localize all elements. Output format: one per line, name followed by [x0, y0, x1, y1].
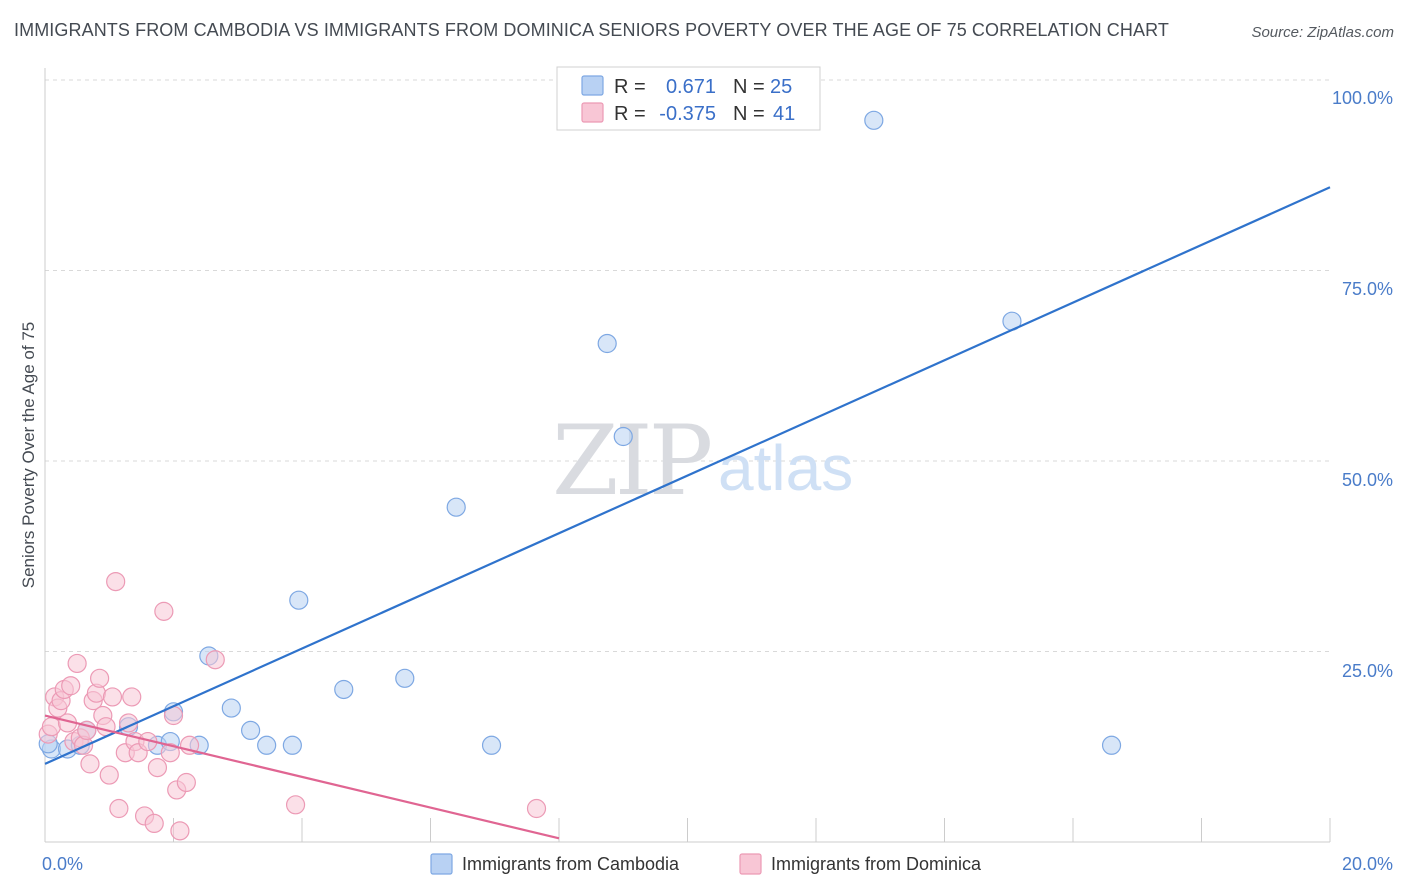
watermark: ZIP atlas: [552, 405, 853, 517]
dominica-point: [67, 653, 87, 674]
trend-line-cambodia: [44, 186, 1331, 765]
y-axis-label: Seniors Poverty Over the Age of 75: [19, 322, 38, 588]
trend-lines: [44, 186, 1331, 840]
stats-r-label-cambodia: R =: [614, 76, 646, 98]
stats-n-value-dominica: 41: [773, 103, 795, 125]
dominica-point: [80, 754, 100, 774]
dominica-point: [285, 795, 306, 815]
y-tick-label: 100.0%: [1332, 88, 1393, 108]
stats-swatch-cambodia: [581, 75, 604, 96]
cambodia-point: [334, 679, 354, 700]
stats-r-label-dominica: R =: [614, 103, 646, 125]
y-tick-label: 25.0%: [1342, 661, 1393, 681]
cambodia-point: [446, 497, 466, 517]
cambodia-point: [864, 110, 884, 130]
series-dominica-points: [38, 571, 547, 841]
cambodia-point: [597, 333, 617, 354]
stats-n-value-cambodia: 25: [770, 76, 792, 98]
cambodia-point: [289, 590, 309, 610]
cambodia-point: [241, 720, 261, 741]
trend-line-dominica: [44, 714, 560, 840]
dominica-point: [122, 687, 142, 707]
cambodia-point: [481, 735, 502, 755]
dominica-point: [61, 676, 81, 696]
cambodia-point: [613, 426, 633, 447]
y-tick-label: 50.0%: [1342, 470, 1393, 490]
stats-r-value-dominica: -0.375: [659, 103, 716, 125]
grid-lines: [45, 79, 1330, 652]
cambodia-point: [221, 698, 241, 718]
bottom-legend: Immigrants from Cambodia Immigrants from…: [430, 853, 982, 875]
dominica-point: [102, 687, 123, 707]
cambodia-point: [1101, 735, 1122, 755]
dominica-point: [170, 821, 190, 841]
dominica-point: [154, 601, 174, 621]
dominica-point: [526, 798, 547, 819]
legend-swatch-cambodia: [430, 853, 453, 875]
dominica-point: [160, 743, 180, 763]
dominica-point: [109, 798, 129, 819]
dominica-point: [147, 757, 168, 778]
x-tick-labels: 0.0% 20.0%: [42, 854, 1393, 874]
watermark-zip: ZIP: [552, 405, 711, 517]
y-tick-labels: 25.0% 50.0% 75.0% 100.0%: [1332, 88, 1393, 681]
dominica-point: [90, 668, 110, 688]
legend-label-dominica: Immigrants from Dominica: [771, 854, 982, 874]
dominica-point: [205, 650, 225, 670]
dominica-point: [41, 717, 62, 737]
stats-r-value-cambodia: 0.671: [666, 76, 716, 98]
x-tick-label: 20.0%: [1342, 854, 1393, 874]
dominica-point: [99, 765, 119, 785]
x-tick-label: 0.0%: [42, 854, 83, 874]
stats-swatch-dominica: [581, 102, 604, 123]
stats-legend-box: R = 0.671 N = 25 R = -0.375 N = 41: [556, 66, 821, 131]
legend-swatch-dominica: [739, 853, 762, 875]
dominica-point: [176, 772, 196, 793]
y-tick-label: 75.0%: [1342, 279, 1393, 299]
cambodia-point: [257, 735, 277, 755]
stats-n-label-cambodia: N =: [733, 76, 765, 98]
source-label: Source: ZipAtlas.com: [1251, 24, 1394, 41]
cambodia-point: [395, 668, 415, 688]
watermark-atlas: atlas: [718, 432, 853, 504]
legend-label-cambodia: Immigrants from Cambodia: [462, 854, 680, 874]
dominica-point: [144, 813, 164, 834]
cambodia-point: [282, 735, 302, 755]
chart-title: IMMIGRANTS FROM CAMBODIA VS IMMIGRANTS F…: [14, 20, 1169, 40]
stats-n-label-dominica: N =: [733, 103, 765, 125]
axes: [44, 68, 1331, 843]
dominica-point: [106, 571, 126, 592]
